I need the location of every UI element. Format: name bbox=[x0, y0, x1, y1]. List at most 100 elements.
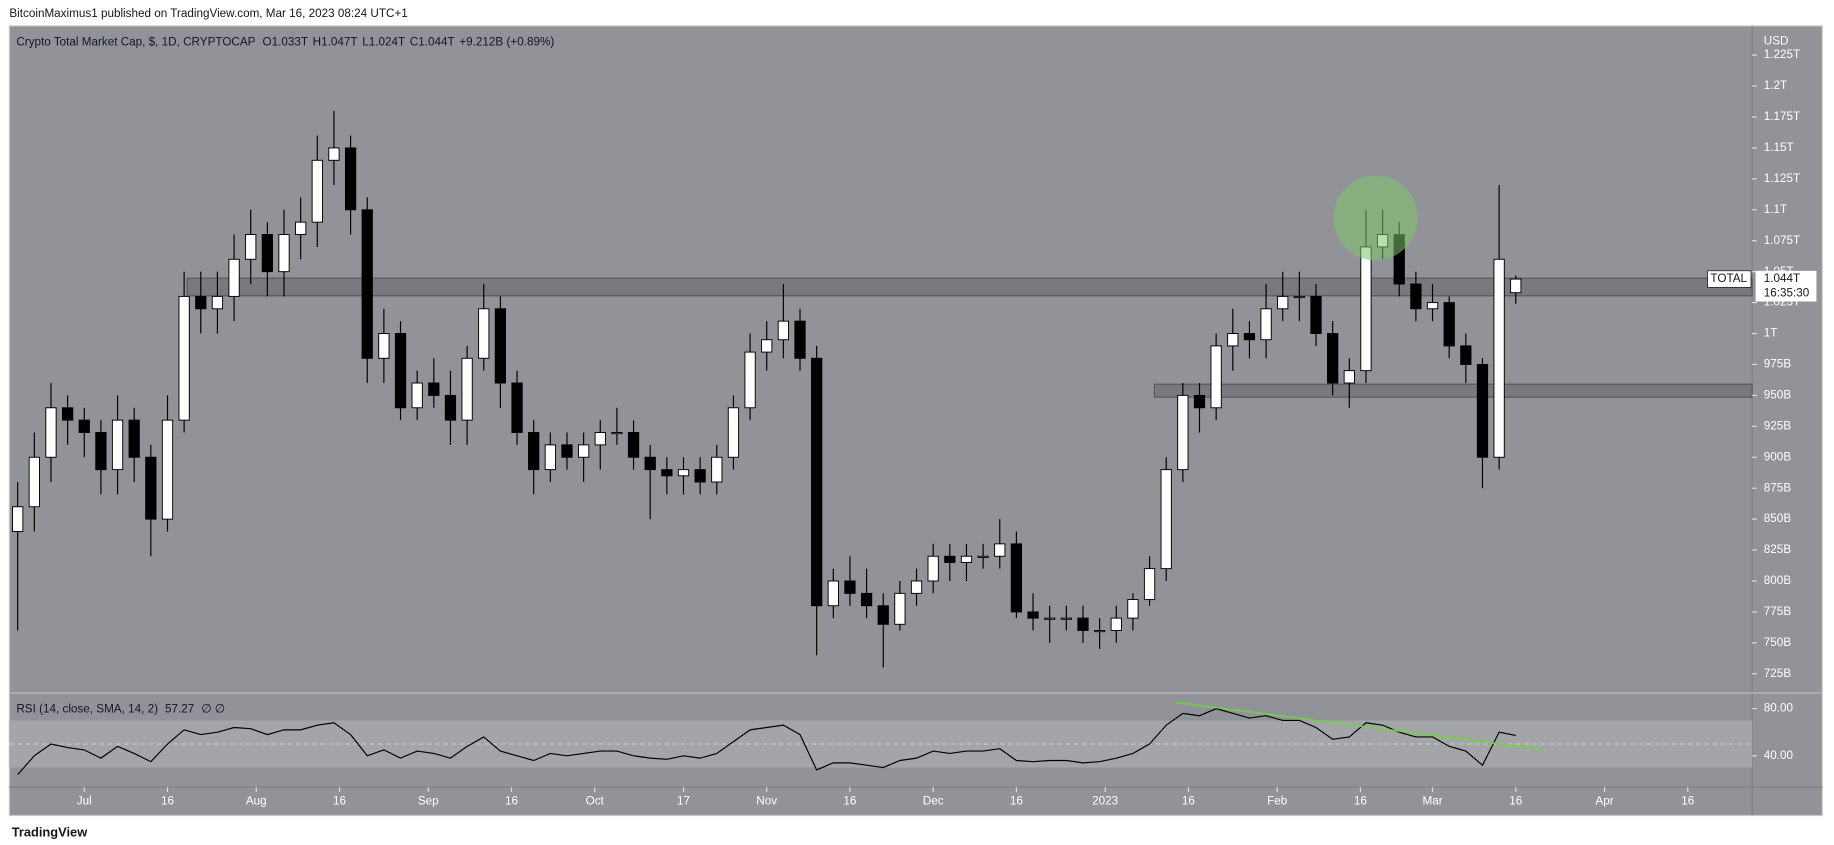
candle-body bbox=[211, 295, 224, 310]
candle-body bbox=[161, 419, 174, 520]
x-tick-label: 16 bbox=[161, 794, 174, 807]
y-tick-label: 1.175T bbox=[1764, 110, 1800, 123]
candle-body bbox=[378, 333, 390, 359]
candle-body bbox=[1010, 543, 1023, 613]
candle-body bbox=[1310, 295, 1322, 334]
candle-body bbox=[444, 394, 457, 421]
x-tick-label: 16 bbox=[1681, 794, 1694, 807]
y-tick-label: 900B bbox=[1764, 450, 1791, 463]
y-tick-label: 1.15T bbox=[1764, 141, 1794, 154]
footer-logo: TradingView bbox=[12, 825, 88, 840]
candle-body bbox=[944, 555, 956, 563]
y-tick-label: 975B bbox=[1764, 358, 1791, 371]
price-tag-value: 1.044T bbox=[1764, 272, 1800, 285]
candle-body bbox=[1260, 308, 1272, 341]
candle-body bbox=[295, 221, 307, 236]
candle-body bbox=[478, 308, 490, 359]
candle-body bbox=[1044, 617, 1056, 620]
x-tick-label: 2023 bbox=[1092, 794, 1118, 807]
y-tick-label: 875B bbox=[1764, 481, 1791, 494]
candle-body bbox=[1476, 363, 1489, 458]
candle-body bbox=[1277, 295, 1289, 310]
x-tick-label: 16 bbox=[505, 794, 518, 807]
y-tick-label: 925B bbox=[1764, 419, 1791, 432]
candle-body bbox=[1193, 394, 1206, 409]
legend-value: 1.024T bbox=[369, 35, 405, 48]
candle-body bbox=[344, 147, 357, 211]
price-tag-box bbox=[1755, 270, 1817, 302]
x-tick-label: Sep bbox=[418, 794, 439, 807]
y-tick-label: 1.225T bbox=[1764, 48, 1800, 61]
candle-body bbox=[145, 456, 157, 520]
candle-body bbox=[178, 295, 190, 421]
candle-body bbox=[1360, 246, 1372, 372]
candle-body bbox=[428, 382, 440, 396]
rsi-value: 57.27 bbox=[165, 703, 194, 716]
candle-body bbox=[12, 506, 24, 532]
candle-body bbox=[711, 456, 723, 483]
candle-body bbox=[245, 234, 257, 260]
candle-body bbox=[827, 580, 839, 607]
candle-body bbox=[1443, 302, 1455, 347]
candle-body bbox=[1510, 278, 1522, 294]
x-tick-label: Dec bbox=[923, 794, 944, 807]
candle-body bbox=[128, 419, 140, 458]
candle-body bbox=[777, 320, 789, 341]
rsi-y-tick-label: 80.00 bbox=[1764, 702, 1794, 715]
candle-body bbox=[394, 333, 407, 409]
candle-body bbox=[1177, 394, 1189, 471]
candle-body bbox=[1093, 630, 1106, 633]
marks-layer bbox=[9, 110, 1753, 776]
y-tick-label: 1.1T bbox=[1764, 203, 1787, 216]
candle-body bbox=[894, 592, 906, 625]
x-tick-label: 16 bbox=[843, 794, 856, 807]
x-tick-label: 16 bbox=[1010, 794, 1023, 807]
legend-value: 1.044T bbox=[418, 35, 454, 48]
candle-body bbox=[960, 555, 973, 563]
candle-body bbox=[727, 407, 740, 458]
currency-label: USD bbox=[1764, 34, 1789, 47]
rsi-y-tick-label: 40.00 bbox=[1764, 749, 1794, 762]
candle-body bbox=[228, 258, 240, 297]
x-tick-label: Apr bbox=[1595, 794, 1613, 807]
candle-body bbox=[844, 580, 856, 594]
candle-body bbox=[1327, 333, 1339, 384]
candle-body bbox=[461, 357, 473, 421]
candle-body bbox=[494, 308, 507, 384]
candle-body bbox=[1110, 617, 1122, 631]
candle-body bbox=[1127, 599, 1139, 619]
legend: Crypto Total Market Cap, $, 1D, CRYPTOCA… bbox=[16, 35, 554, 48]
candle-body bbox=[544, 444, 556, 471]
y-tick-label: 725B bbox=[1764, 667, 1791, 680]
candle-body bbox=[1160, 469, 1172, 570]
candle-body bbox=[1060, 617, 1072, 620]
legend-title: Crypto Total Market Cap, $, 1D, CRYPTOCA… bbox=[16, 35, 255, 48]
candle-body bbox=[1143, 568, 1156, 601]
candle-body bbox=[278, 234, 290, 273]
y-tick-label: 825B bbox=[1764, 543, 1791, 556]
legend-change: +9.212B (+0.89%) bbox=[459, 35, 554, 48]
legend-key: L bbox=[362, 35, 369, 48]
candle-body bbox=[511, 382, 523, 433]
candle-body bbox=[677, 469, 690, 477]
publisher-line: BitcoinMaximus1 published on TradingView… bbox=[9, 7, 407, 20]
candle-body bbox=[561, 444, 573, 458]
candle-body bbox=[95, 432, 107, 471]
y-tick-label: 1T bbox=[1764, 327, 1778, 340]
candle-body bbox=[611, 432, 623, 435]
x-tick-label: Mar bbox=[1422, 794, 1442, 807]
candle-body bbox=[594, 432, 606, 446]
candle-body bbox=[644, 456, 656, 471]
support-zone bbox=[1153, 383, 1753, 398]
y-tick-label: 1.2T bbox=[1764, 79, 1787, 92]
candle-body bbox=[411, 382, 423, 409]
x-tick-label: 16 bbox=[1509, 794, 1522, 807]
rsi-title: RSI (14, close, SMA, 14, 2) bbox=[16, 703, 158, 716]
candle-body bbox=[1227, 333, 1239, 347]
x-tick-label: Feb bbox=[1267, 794, 1288, 807]
highlight-circle bbox=[1333, 175, 1418, 261]
candle-body bbox=[860, 592, 873, 607]
legend-key: C bbox=[410, 35, 419, 48]
candle-body bbox=[910, 580, 923, 594]
